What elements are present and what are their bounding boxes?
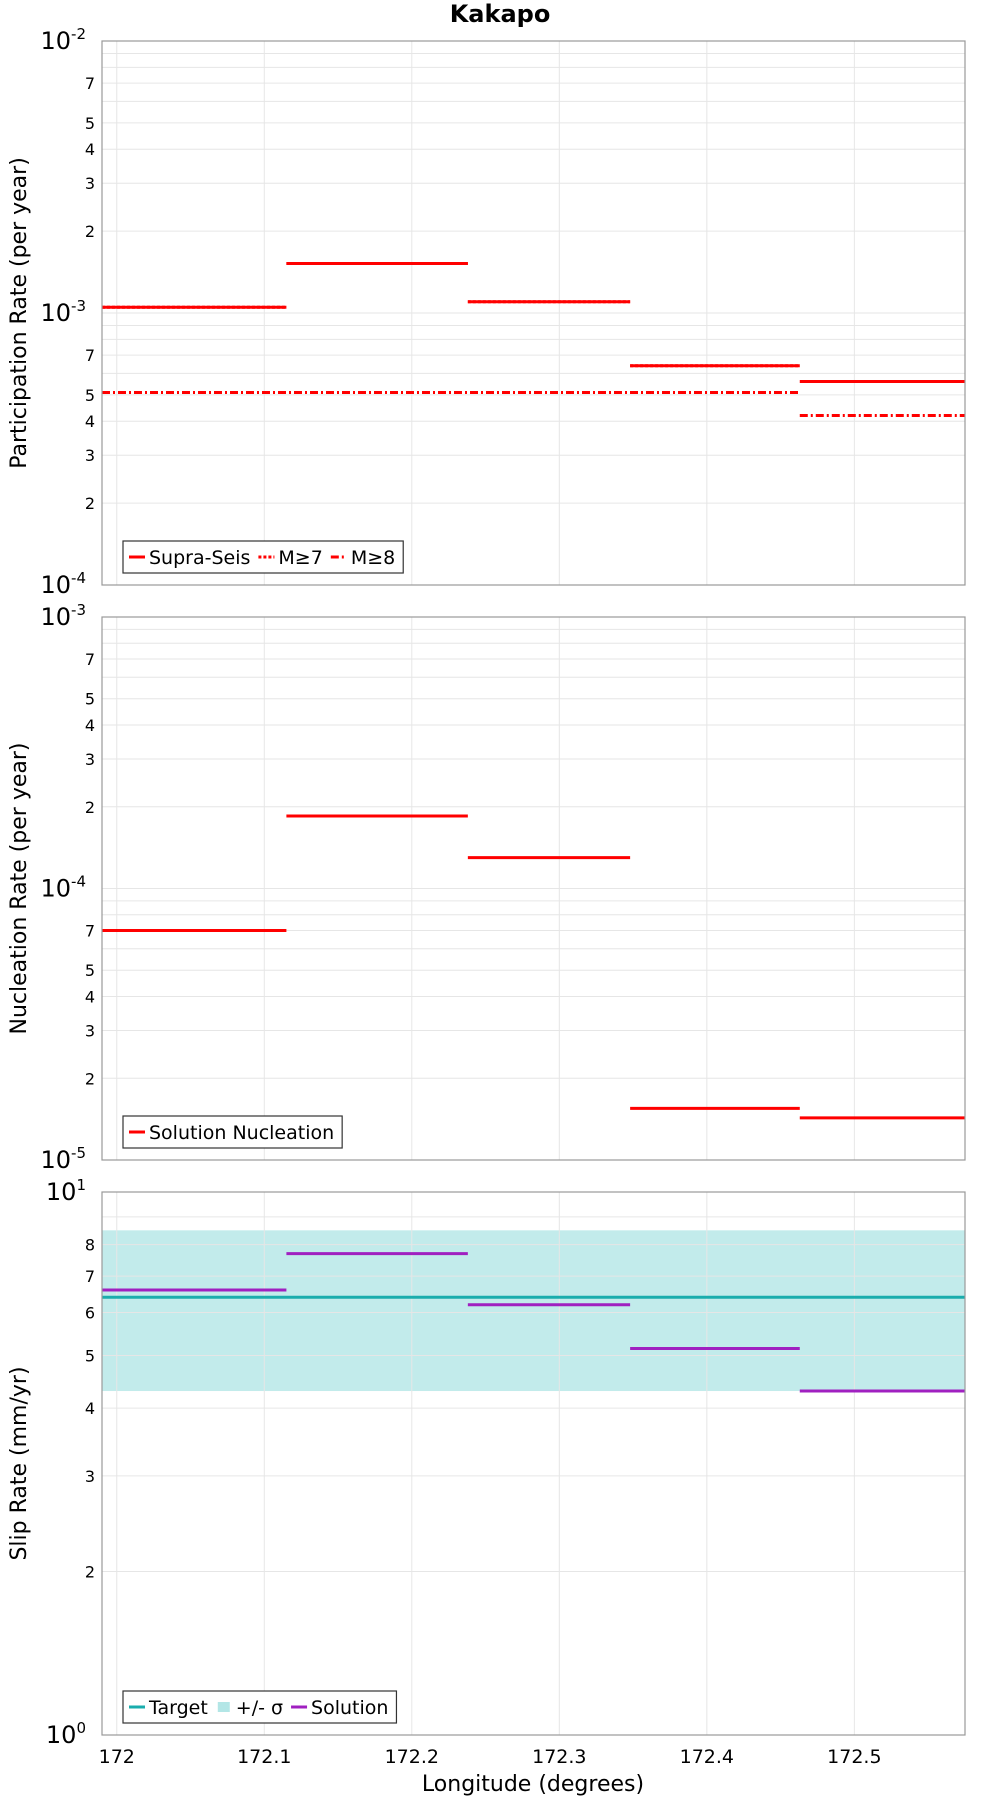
legend-item-target: Target — [129, 1697, 208, 1719]
legend-item-m-8: M≥8 — [330, 547, 395, 569]
plot-frame — [101, 40, 966, 586]
panel-3: 101 100 8 7 6 5 4 3 2 Slip Rate (mm/yr) Target +/- … — [7, 1176, 966, 1749]
y-minor-tick-label: 4 — [85, 716, 95, 735]
sigma-band — [102, 1230, 965, 1392]
y-axis-label: Nucleation Rate (per year) — [7, 743, 32, 1035]
y-major-tick-label: 10-4 — [40, 873, 86, 903]
y-minor-tick-label: 4 — [85, 140, 95, 159]
y-minor-tick-label: 3 — [85, 1021, 95, 1040]
y-minor-tick-label: 2 — [85, 1069, 95, 1088]
y-minor-tick-label: 5 — [85, 1346, 95, 1365]
legend: Supra-Seis M≥7 M≥8 — [122, 540, 404, 574]
x-tick-label: 172.2 — [385, 1746, 439, 1768]
y-minor-tick-label: 7 — [85, 922, 95, 941]
plot-frame — [101, 616, 966, 1161]
y-minor-tick-label: 2 — [85, 222, 95, 241]
legend-item-solution: Solution — [291, 1697, 388, 1719]
x-axis-label: Longitude (degrees) — [422, 1772, 644, 1797]
y-minor-tick-label: 8 — [85, 1236, 95, 1255]
legend-item-solution-nucleation: Solution Nucleation — [129, 1122, 334, 1144]
x-axis: 172 172.1 172.2 172.3 172.4 172.5 — [99, 1746, 882, 1768]
y-minor-tick-label: 6 — [85, 1303, 95, 1322]
x-tick-label: 172.3 — [532, 1746, 586, 1768]
legend-label: Solution — [311, 1697, 388, 1719]
y-minor-tick-label: 7 — [85, 346, 95, 365]
series-solution — [102, 1252, 965, 1393]
legend-box — [122, 1115, 343, 1149]
series-m-8 — [102, 391, 965, 417]
x-tick-label: 172.4 — [680, 1746, 734, 1768]
y-minor-tick-label: 4 — [85, 988, 95, 1007]
series-solution-nucleation — [102, 814, 965, 1120]
legend-label: Supra-Seis — [149, 547, 250, 569]
legend-label: Solution Nucleation — [149, 1122, 334, 1144]
y-major-tick-label: 10-3 — [40, 297, 86, 327]
y-minor-tick-label: 4 — [85, 1399, 95, 1418]
y-minor-tick-label: 3 — [85, 1467, 95, 1486]
y-major-tick-label: 10-3 — [40, 601, 86, 631]
legend-label: M≥7 — [278, 547, 322, 569]
panel-1: 10-2 10-3 10-4 7 5 4 3 2 7 5 4 3 2 Participation Rate… — [7, 25, 966, 599]
x-tick-label: 172.1 — [237, 1746, 291, 1768]
y-minor-tick-label: 4 — [85, 412, 95, 431]
y-minor-tick-label: 7 — [85, 1267, 95, 1286]
legend-item-supra-seis: Supra-Seis — [129, 547, 250, 569]
series-m-7 — [102, 262, 800, 368]
legend-label: Target — [148, 1697, 208, 1719]
y-minor-tick-label: 5 — [85, 961, 95, 980]
legend-swatch — [217, 1702, 230, 1712]
y-major-tick-label: 100 — [46, 1719, 86, 1749]
x-tick-label: 172.5 — [827, 1746, 881, 1768]
legend-box — [122, 540, 404, 574]
y-minor-tick-label: 2 — [85, 494, 95, 513]
legend: Solution Nucleation — [122, 1115, 343, 1149]
y-minor-tick-label: 3 — [85, 446, 95, 465]
chart-title: Kakapo — [450, 0, 551, 28]
legend-item--: +/- σ — [217, 1697, 283, 1719]
y-minor-tick-label: 3 — [85, 174, 95, 193]
y-minor-tick-label: 7 — [85, 74, 95, 93]
x-tick-label: 172 — [99, 1746, 135, 1768]
y-minor-tick-label: 5 — [85, 386, 95, 405]
y-minor-tick-label: 5 — [85, 114, 95, 133]
plot-frame — [101, 1191, 966, 1736]
legend-item-m-7: M≥7 — [258, 547, 323, 569]
y-axis-label: Participation Rate (per year) — [7, 157, 32, 469]
y-major-tick-label: 10-4 — [40, 569, 86, 599]
y-major-tick-label: 101 — [46, 1176, 86, 1206]
legend-box — [122, 1690, 398, 1724]
legend-label: M≥8 — [351, 547, 395, 569]
y-major-tick-label: 10-2 — [40, 25, 86, 55]
legend: Target +/- σ Solution — [122, 1690, 398, 1724]
y-minor-tick-label: 2 — [85, 798, 95, 817]
y-minor-tick-label: 7 — [85, 650, 95, 669]
y-minor-tick-label: 5 — [85, 690, 95, 709]
panel-2: 10-3 10-4 10-5 7 5 4 3 2 7 5 4 3 2 Nucleation Rate (p… — [7, 601, 966, 1174]
y-axis-label: Slip Rate (mm/yr) — [7, 1366, 32, 1560]
y-minor-tick-label: 2 — [85, 1563, 95, 1582]
legend-label: +/- σ — [236, 1697, 283, 1719]
y-minor-tick-label: 3 — [85, 750, 95, 769]
y-major-tick-label: 10-5 — [40, 1144, 86, 1174]
